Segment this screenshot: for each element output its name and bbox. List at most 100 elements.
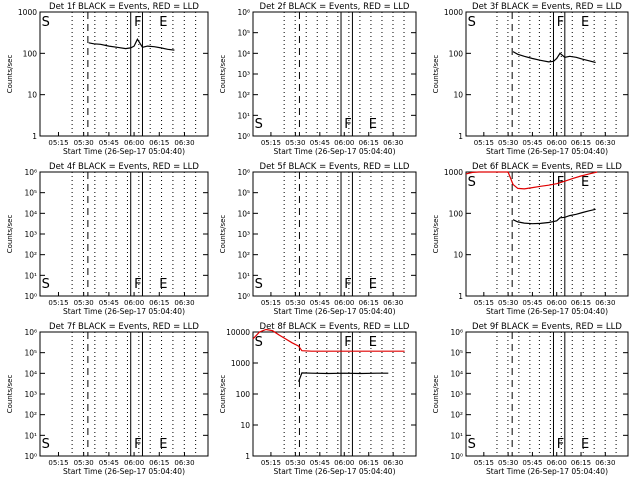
y-tick-label: 10¹	[237, 271, 250, 280]
chart-title: Det 9f BLACK = Events, RED = LLD	[472, 322, 622, 332]
marker-label: E	[159, 277, 167, 292]
marker-label: S	[255, 277, 263, 292]
x-tick-label: 05:45	[99, 299, 119, 307]
x-tick-label: 06:30	[383, 299, 403, 307]
x-tick-label: 05:30	[498, 139, 518, 147]
y-tick-label: 10⁵	[24, 189, 37, 198]
marker-label: S	[255, 117, 263, 132]
chart-title: Det 2f BLACK = Events, RED = LLD	[260, 2, 410, 12]
chart-panel: Det 3f BLACK = Events, RED = LLD Counts/s…	[432, 2, 629, 156]
marker-label: S	[468, 15, 476, 30]
chart-title: Det 8f BLACK = Events, RED = LLD	[260, 322, 410, 332]
x-tick-label: 06:00	[334, 299, 354, 307]
x-axis-label: Start Time (26-Sep-17 05:04:40)	[274, 147, 396, 156]
x-tick-label: 06:15	[571, 139, 591, 147]
y-tick-label: 10³	[237, 70, 250, 79]
y-tick-label: 1	[458, 292, 463, 301]
x-tick-label: 05:45	[522, 299, 542, 307]
y-tick-label: 10	[240, 421, 250, 430]
x-axis-label: Start Time (26-Sep-17 05:04:40)	[486, 467, 608, 476]
marker-label: S	[42, 437, 50, 452]
x-tick-label: 05:30	[285, 299, 305, 307]
plot-frame	[252, 171, 417, 297]
y-tick-label: 10⁰	[24, 292, 37, 301]
x-tick-label: 05:15	[261, 459, 281, 467]
marker-label: S	[42, 15, 50, 30]
x-tick-label: 06:15	[149, 139, 169, 147]
x-tick-label: 05:30	[74, 299, 94, 307]
x-tick-label: 05:45	[99, 139, 119, 147]
y-tick-label: 10⁵	[237, 29, 250, 38]
marker-label: S	[42, 277, 50, 292]
marker-label: E	[581, 175, 589, 190]
y-tick-label: 10	[27, 91, 37, 100]
y-tick-label: 10²	[24, 251, 37, 260]
y-tick-label: 1000	[444, 8, 463, 17]
chart-panel: Det 6f BLACK = Events, RED = LLD Counts/s…	[432, 162, 629, 316]
y-tick-label: 10	[453, 251, 463, 260]
x-tick-label: 05:45	[310, 139, 330, 147]
x-tick-label: 05:45	[310, 299, 330, 307]
marker-label: F	[344, 117, 351, 132]
chart-panel: Det 4f BLACK = Events, RED = LLD Counts/s…	[6, 162, 209, 316]
y-tick-label: 10⁴	[237, 49, 250, 58]
data-series-line	[512, 208, 596, 225]
y-tick-label: 10⁶	[24, 328, 37, 337]
x-axis-label: Start Time (26-Sep-17 05:04:40)	[274, 307, 396, 316]
x-tick-label: 06:15	[571, 299, 591, 307]
marker-label: F	[134, 277, 141, 292]
y-axis-label: Counts/sec	[432, 375, 440, 414]
y-tick-label: 10⁰	[237, 292, 250, 301]
marker-label: F	[557, 15, 564, 30]
x-tick-label: 05:30	[498, 299, 518, 307]
x-axis-label: Start Time (26-Sep-17 05:04:40)	[63, 307, 185, 316]
y-axis-label: Counts/sec	[6, 215, 14, 254]
y-tick-label: 10⁴	[24, 369, 37, 378]
x-tick-label: 06:30	[174, 139, 194, 147]
marker-label: S	[255, 335, 263, 350]
x-axis-label: Start Time (26-Sep-17 05:04:40)	[486, 307, 608, 316]
marker-label: S	[468, 437, 476, 452]
y-tick-label: 10⁴	[237, 209, 250, 218]
marker-label: F	[344, 335, 351, 350]
plot-frame	[252, 11, 417, 137]
y-tick-label: 10⁰	[237, 132, 250, 141]
x-axis-label: Start Time (26-Sep-17 05:04:40)	[63, 147, 185, 156]
x-tick-label: 05:15	[474, 299, 494, 307]
y-tick-label: 10²	[237, 91, 250, 100]
x-tick-label: 05:15	[48, 459, 68, 467]
x-tick-label: 05:15	[48, 139, 68, 147]
y-tick-label: 1	[245, 452, 250, 461]
plot-frame	[39, 331, 209, 457]
x-tick-label: 05:30	[285, 459, 305, 467]
chart-title: Det 1f BLACK = Events, RED = LLD	[49, 2, 199, 12]
data-series-line	[465, 171, 598, 190]
y-tick-label: 100	[449, 209, 464, 218]
y-tick-label: 10⁶	[24, 168, 37, 177]
x-tick-label: 06:30	[174, 459, 194, 467]
x-tick-label: 06:00	[334, 139, 354, 147]
plot-frame	[39, 171, 209, 297]
plot-frame	[465, 11, 629, 137]
x-tick-label: 06:30	[383, 139, 403, 147]
y-tick-label: 1	[458, 132, 463, 141]
y-tick-label: 10⁰	[24, 452, 37, 461]
y-tick-label: 10⁴	[450, 369, 463, 378]
y-axis-label: Counts/sec	[6, 375, 14, 414]
x-tick-label: 06:15	[149, 459, 169, 467]
x-tick-label: 06:15	[359, 139, 379, 147]
x-tick-label: 06:00	[547, 299, 567, 307]
chart-panel: Det 5f BLACK = Events, RED = LLD Counts/s…	[219, 162, 417, 316]
marker-label: E	[159, 437, 167, 452]
y-axis-label: Counts/sec	[432, 215, 440, 254]
chart-panel: Det 1f BLACK = Events, RED = LLD Counts/s…	[6, 2, 209, 156]
x-tick-label: 05:15	[474, 459, 494, 467]
y-tick-label: 10000	[226, 328, 250, 337]
x-axis-label: Start Time (26-Sep-17 05:04:40)	[63, 467, 185, 476]
y-tick-label: 10¹	[450, 431, 463, 440]
marker-label: E	[581, 15, 589, 30]
y-tick-label: 1000	[444, 168, 463, 177]
marker-label: F	[134, 15, 141, 30]
chart-panel: Det 2f BLACK = Events, RED = LLD Counts/s…	[219, 2, 417, 156]
